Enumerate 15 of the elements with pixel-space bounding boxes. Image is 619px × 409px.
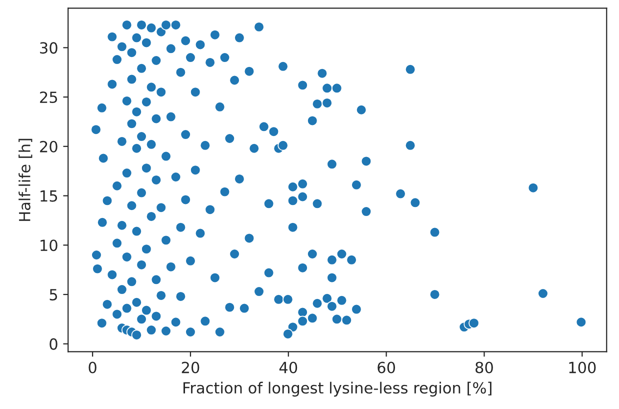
y-axis-title: Half-life [h]: [18, 138, 32, 221]
y-tick-label: 0: [50, 338, 58, 350]
x-tick-label: 60: [378, 362, 396, 374]
y-tick-label: 10: [40, 240, 58, 252]
x-tick-label: 20: [182, 362, 200, 374]
x-tick-label: 80: [476, 362, 493, 374]
y-tick-label: 25: [40, 91, 58, 104]
y-tick-label: 30: [40, 42, 58, 54]
y-tick-label: 15: [40, 190, 58, 202]
x-tick-label: 100: [569, 362, 596, 374]
x-tick-label: 40: [279, 362, 298, 374]
x-axis-title: Fraction of longest lysine-less region [%]: [184, 382, 492, 397]
y-tick-label: 5: [50, 289, 58, 300]
x-tick-label: 0: [88, 362, 96, 374]
y-tick-label: 20: [40, 140, 58, 152]
